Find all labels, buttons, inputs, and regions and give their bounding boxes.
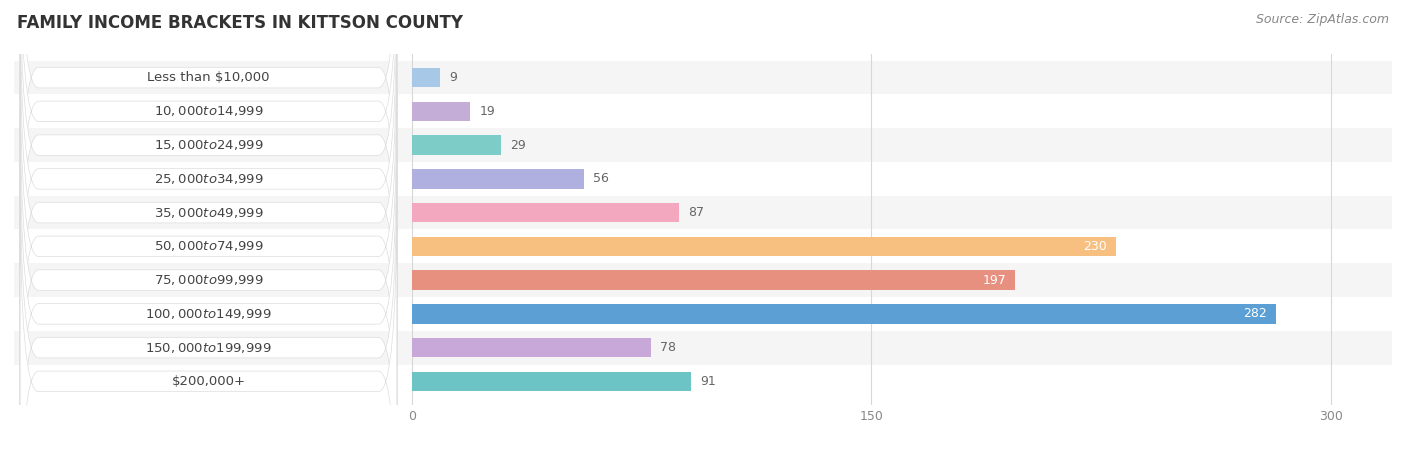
Bar xyxy=(412,338,651,357)
Bar xyxy=(412,169,583,189)
FancyBboxPatch shape xyxy=(20,122,396,450)
Bar xyxy=(14,297,1392,331)
Text: 78: 78 xyxy=(661,341,676,354)
FancyBboxPatch shape xyxy=(20,0,396,304)
FancyBboxPatch shape xyxy=(20,54,396,439)
Bar xyxy=(412,68,440,87)
Bar xyxy=(412,102,470,121)
Bar xyxy=(14,128,1392,162)
Text: 197: 197 xyxy=(983,274,1007,287)
FancyBboxPatch shape xyxy=(20,88,396,450)
Text: $50,000 to $74,999: $50,000 to $74,999 xyxy=(153,239,263,253)
Text: $35,000 to $49,999: $35,000 to $49,999 xyxy=(153,206,263,220)
FancyBboxPatch shape xyxy=(20,189,396,450)
Bar xyxy=(14,263,1392,297)
FancyBboxPatch shape xyxy=(20,0,396,338)
Text: $100,000 to $149,999: $100,000 to $149,999 xyxy=(145,307,271,321)
FancyBboxPatch shape xyxy=(20,20,396,405)
FancyBboxPatch shape xyxy=(20,155,396,450)
Text: 87: 87 xyxy=(688,206,703,219)
Bar xyxy=(14,94,1392,128)
Text: $15,000 to $24,999: $15,000 to $24,999 xyxy=(153,138,263,152)
Text: 19: 19 xyxy=(479,105,495,118)
Bar xyxy=(412,135,501,155)
Bar xyxy=(14,162,1392,196)
Text: $200,000+: $200,000+ xyxy=(172,375,246,388)
Text: 29: 29 xyxy=(510,139,526,152)
Bar xyxy=(412,372,690,391)
Bar xyxy=(14,61,1392,94)
Bar xyxy=(14,331,1392,364)
FancyBboxPatch shape xyxy=(20,0,396,270)
Bar xyxy=(412,237,1116,256)
FancyBboxPatch shape xyxy=(20,0,396,371)
Text: Source: ZipAtlas.com: Source: ZipAtlas.com xyxy=(1256,14,1389,27)
Text: 282: 282 xyxy=(1243,307,1267,320)
Text: 56: 56 xyxy=(593,172,609,185)
Bar xyxy=(14,230,1392,263)
Text: Less than $10,000: Less than $10,000 xyxy=(148,71,270,84)
Bar xyxy=(412,203,679,222)
Text: 91: 91 xyxy=(700,375,716,388)
Bar xyxy=(14,196,1392,230)
Text: $25,000 to $34,999: $25,000 to $34,999 xyxy=(153,172,263,186)
Bar xyxy=(14,364,1392,398)
Text: 230: 230 xyxy=(1084,240,1107,253)
Bar xyxy=(412,270,1015,290)
Text: $75,000 to $99,999: $75,000 to $99,999 xyxy=(153,273,263,287)
Text: $150,000 to $199,999: $150,000 to $199,999 xyxy=(145,341,271,355)
Text: FAMILY INCOME BRACKETS IN KITTSON COUNTY: FAMILY INCOME BRACKETS IN KITTSON COUNTY xyxy=(17,14,463,32)
Bar xyxy=(412,304,1275,324)
Text: 9: 9 xyxy=(449,71,457,84)
Text: $10,000 to $14,999: $10,000 to $14,999 xyxy=(153,104,263,118)
